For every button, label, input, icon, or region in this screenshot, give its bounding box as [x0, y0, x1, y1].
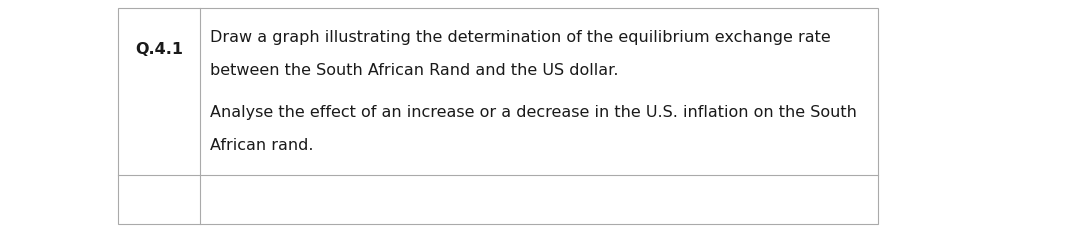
- Text: Q.4.1: Q.4.1: [135, 42, 183, 57]
- Text: Draw a graph illustrating the determination of the equilibrium exchange rate: Draw a graph illustrating the determinat…: [210, 30, 831, 45]
- Text: African rand.: African rand.: [210, 138, 313, 153]
- Text: Analyse the effect of an increase or a decrease in the U.S. inflation on the Sou: Analyse the effect of an increase or a d…: [210, 105, 856, 120]
- Text: between the South African Rand and the US dollar.: between the South African Rand and the U…: [210, 63, 619, 78]
